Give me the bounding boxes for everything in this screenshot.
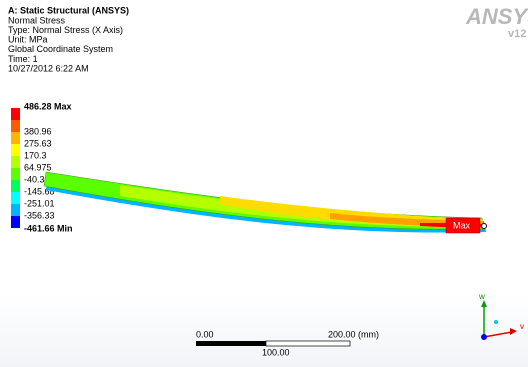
legend-swatch bbox=[11, 180, 20, 192]
legend-swatch bbox=[11, 108, 20, 120]
triad bbox=[481, 300, 517, 340]
viewport: A: Static Structural (ANSYS) Normal Stre… bbox=[0, 0, 528, 367]
triad-w: w bbox=[478, 292, 485, 301]
scale-start: 0.00 bbox=[196, 329, 214, 339]
scale-bar-light bbox=[266, 341, 350, 346]
legend-label: -356.33 bbox=[24, 210, 55, 220]
legend-label: -461.66 Min bbox=[24, 223, 73, 233]
scale-mid: 100.00 bbox=[262, 347, 290, 357]
header-line: 10/27/2012 6:22 AM bbox=[8, 63, 89, 73]
scale-end: 200.00 (mm) bbox=[328, 329, 379, 339]
header-line: Unit: MPa bbox=[8, 35, 48, 45]
legend-label: 380.96 bbox=[24, 126, 52, 136]
legend-swatch bbox=[11, 156, 20, 168]
header-line: Type: Normal Stress (X Axis) bbox=[8, 25, 123, 35]
legend-swatch bbox=[11, 192, 20, 204]
legend-label: -251.01 bbox=[24, 198, 55, 208]
max-tag: Max bbox=[453, 220, 471, 230]
header-line: Time: 1 bbox=[8, 54, 38, 64]
beam bbox=[44, 172, 487, 233]
triad-v: v bbox=[520, 322, 524, 331]
logo-version: v12 bbox=[508, 28, 526, 40]
legend-label: 64.975 bbox=[24, 162, 52, 172]
scale-bar-dark bbox=[196, 341, 266, 346]
header-line: Normal Stress bbox=[8, 15, 66, 25]
legend-label: 486.28 Max bbox=[24, 101, 72, 111]
legend-label: 275.63 bbox=[24, 138, 52, 148]
legend-swatch bbox=[11, 120, 20, 132]
logo-brand: ANSYS bbox=[465, 4, 528, 29]
legend-swatch bbox=[11, 144, 20, 156]
legend-swatch bbox=[11, 132, 20, 144]
legend-swatch bbox=[11, 216, 20, 228]
legend-swatch bbox=[11, 168, 20, 180]
header-line: Global Coordinate System bbox=[8, 44, 113, 54]
legend-swatch bbox=[11, 204, 20, 216]
legend-label: 170.3 bbox=[24, 150, 47, 160]
header-title: A: Static Structural (ANSYS) bbox=[8, 5, 129, 15]
